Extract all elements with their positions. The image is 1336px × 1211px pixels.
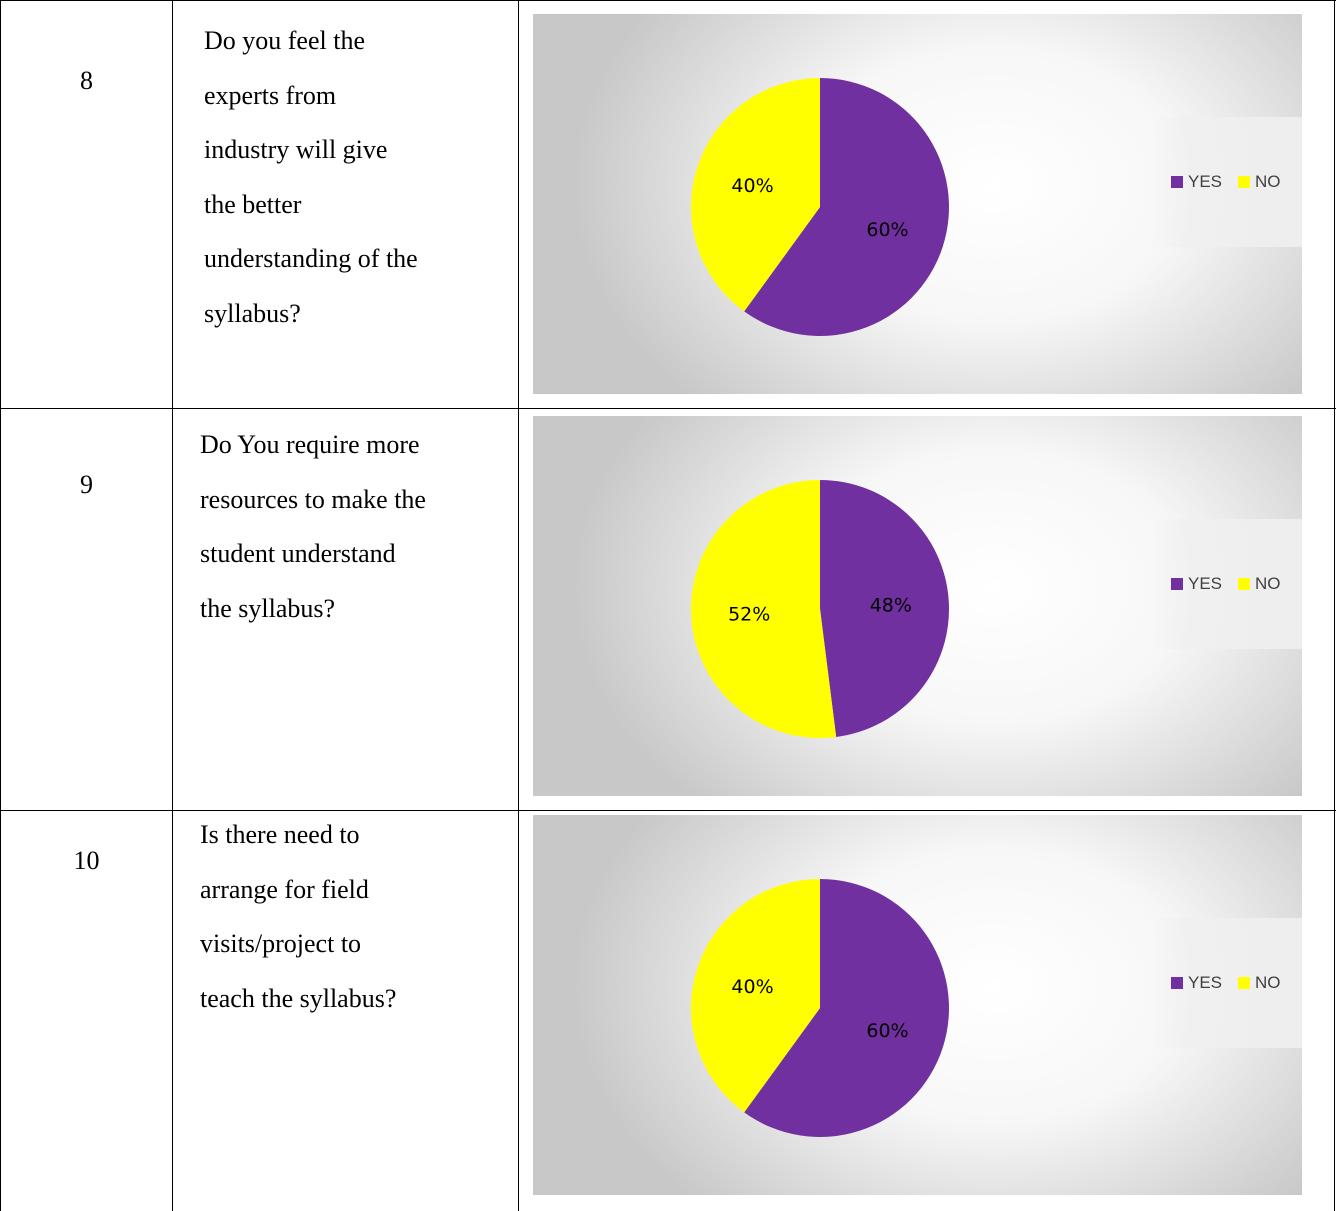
pie-chart: 60% 40% <box>691 879 949 1137</box>
table-row-divider <box>0 810 1336 811</box>
question-line: syllabus? <box>204 298 301 328</box>
legend-label: NO <box>1255 172 1281 191</box>
legend-label: YES <box>1188 973 1223 992</box>
legend-swatch-no <box>1238 176 1251 188</box>
question-text: Is there need to arrange for field visit… <box>200 808 500 1026</box>
table-row: 8 Do you feel the experts from industry … <box>0 0 1336 408</box>
legend-item-no: NO <box>1238 172 1281 192</box>
pie-chart: 60% 40% <box>691 78 949 336</box>
question-line: Is there need to <box>200 820 360 849</box>
question-line: understanding of the <box>204 244 418 273</box>
legend-swatch-no <box>1238 578 1251 590</box>
question-line: student understand <box>200 539 396 568</box>
question-line: arrange for field <box>200 874 369 904</box>
legend-swatch-yes <box>1171 977 1183 989</box>
legend-label: YES <box>1188 172 1223 191</box>
question-line: visits/project to <box>200 929 362 958</box>
data-label: 48% <box>870 595 912 617</box>
pie-slice-no <box>690 480 837 738</box>
legend-label: NO <box>1255 574 1281 593</box>
table-border-left <box>0 0 1 1211</box>
question-line: resources to make the <box>200 484 426 514</box>
data-label: 60% <box>866 1020 908 1042</box>
question-line: teach the syllabus? <box>200 983 397 1013</box>
row-number: 10 <box>73 846 100 875</box>
legend-swatch-yes <box>1171 176 1183 188</box>
row-number: 8 <box>80 66 93 95</box>
chart-legend: YES NO <box>1171 973 1297 993</box>
data-label: 60% <box>866 219 908 241</box>
pie-chart-area: 48% 52% YES NO <box>533 416 1302 796</box>
question-line: Do you feel the <box>204 26 366 55</box>
data-label: 52% <box>728 603 770 625</box>
legend-item-no: NO <box>1238 973 1281 993</box>
legend-item-yes: YES <box>1171 973 1222 993</box>
table-row: 10 Is there need to arrange for field vi… <box>0 810 1336 1211</box>
legend-item-yes: YES <box>1171 574 1222 594</box>
legend-swatch-no <box>1238 977 1251 989</box>
question-text: Do you feel the experts from industry wi… <box>204 14 504 341</box>
pie-chart-area: 60% 40% YES NO <box>533 815 1302 1195</box>
question-line: the better <box>204 189 302 219</box>
question-text: Do You require more resources to make th… <box>200 418 500 636</box>
pie-chart-area: 60% 40% YES NO <box>533 14 1302 394</box>
question-line: Do You require more <box>200 430 420 459</box>
legend-swatch-yes <box>1171 578 1183 590</box>
legend-item-yes: YES <box>1171 172 1222 192</box>
question-line: the syllabus? <box>200 593 336 623</box>
table-border-right <box>1334 0 1335 1211</box>
table-row-divider <box>0 408 1336 409</box>
pie-slice-yes <box>820 480 949 737</box>
pie-slice-no <box>691 879 820 1113</box>
data-label: 40% <box>731 976 773 998</box>
pie-slice-no <box>691 78 820 312</box>
table-row: 9 Do You require more resources to make … <box>0 408 1336 810</box>
table-divider-number <box>172 0 173 1211</box>
legend-label: YES <box>1188 574 1223 593</box>
question-line: industry will give <box>204 135 388 164</box>
table-border-top <box>0 0 1336 1</box>
legend-label: NO <box>1255 973 1281 992</box>
row-number: 9 <box>80 470 93 499</box>
question-line: experts from <box>204 80 337 110</box>
chart-legend: YES NO <box>1171 172 1297 192</box>
legend-item-no: NO <box>1238 574 1281 594</box>
data-label: 40% <box>731 175 773 197</box>
table-divider-question <box>518 0 519 1211</box>
pie-slice-yes <box>744 879 949 1137</box>
pie-chart: 48% 52% <box>690 480 949 738</box>
pie-slice-yes <box>744 78 949 336</box>
chart-legend: YES NO <box>1171 574 1297 594</box>
